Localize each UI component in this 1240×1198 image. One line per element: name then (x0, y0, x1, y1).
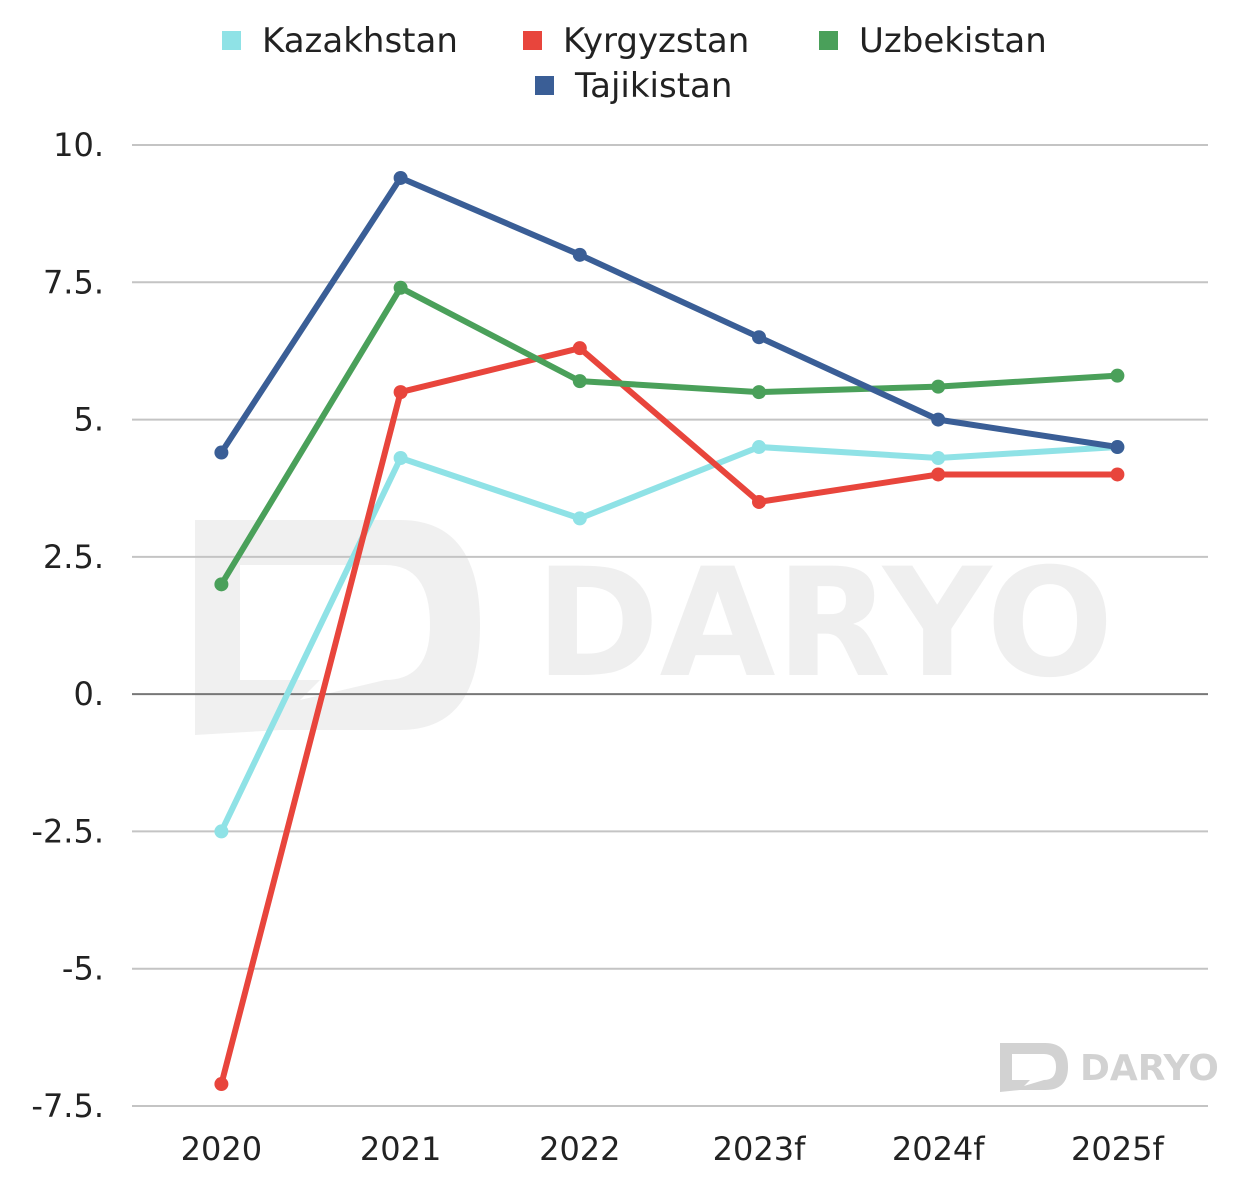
data-point-tajikistan (931, 412, 946, 427)
legend-item-tajikistan: Tajikistan (535, 66, 732, 106)
legend-swatch (222, 31, 241, 50)
legend-label: Kazakhstan (262, 21, 458, 61)
legend-swatch (535, 76, 554, 95)
data-point-kyrgyzstan (572, 341, 587, 356)
series-line-kazakhstan (218, 444, 1121, 835)
data-point-uzbekistan (393, 280, 408, 295)
y-tick-label: 7.5. (43, 263, 104, 301)
y-axis: 10. 7.5. 5. 2.5. 0. -2.5. -5. -7.5. (31, 126, 104, 1125)
y-tick-label: 10. (53, 126, 104, 164)
data-point-uzbekistan (931, 379, 946, 394)
data-point-kyrgyzstan (931, 467, 946, 482)
data-point-kazakhstan (752, 440, 766, 455)
data-point-kazakhstan (572, 511, 587, 526)
watermark-text: DARYO (535, 537, 1114, 711)
data-point-tajikistan (393, 170, 408, 185)
legend-item-uzbekistan: Uzbekistan (819, 21, 1047, 61)
watermark-small-text: DARYO (1080, 1048, 1219, 1089)
series-lines (218, 174, 1121, 1087)
watermark-d-icon (195, 520, 480, 735)
data-point-kazakhstan (931, 451, 946, 466)
legend-label: Uzbekistan (859, 21, 1047, 61)
legend-item-kazakhstan: Kazakhstan (222, 21, 458, 61)
x-tick-label: 2024f (892, 1130, 985, 1168)
y-tick-label: 5. (73, 401, 104, 439)
data-point-kyrgyzstan (214, 1077, 229, 1092)
data-point-uzbekistan (572, 374, 587, 389)
legend-label: Tajikistan (574, 66, 732, 106)
data-point-tajikistan (572, 247, 587, 262)
x-tick-label: 2020 (181, 1130, 262, 1168)
x-tick-label: 2023f (713, 1130, 806, 1168)
data-point-tajikistan (1110, 440, 1125, 455)
series-line-tajikistan (218, 174, 1121, 456)
data-point-tajikistan (214, 445, 229, 460)
data-point-uzbekistan (214, 577, 229, 592)
y-tick-label: -5. (62, 950, 104, 988)
data-point-uzbekistan (1110, 368, 1125, 383)
x-tick-label: 2025f (1071, 1130, 1164, 1168)
data-point-kazakhstan (214, 824, 229, 839)
legend-item-kyrgyzstan: Kyrgyzstan (523, 21, 749, 61)
data-point-kazakhstan (393, 451, 408, 466)
legend: Kazakhstan Kyrgyzstan Uzbekistan Tajikistan (222, 21, 1047, 106)
legend-swatch (819, 31, 838, 50)
data-point-uzbekistan (752, 385, 766, 400)
data-point-kyrgyzstan (752, 494, 766, 509)
x-tick-label: 2022 (539, 1130, 620, 1168)
watermark-logo: DARYO (195, 520, 1114, 735)
watermark-small-d-icon (1000, 1043, 1068, 1092)
data-point-kyrgyzstan (1110, 467, 1125, 482)
gridlines (132, 144, 1208, 1107)
y-tick-label: 2.5. (43, 538, 104, 576)
x-axis: 2020 2021 2022 2023f 2024f 2025f (181, 1130, 1165, 1168)
data-point-kyrgyzstan (393, 385, 408, 400)
watermark-small-logo: DARYO (1000, 1043, 1219, 1092)
series-points (214, 170, 1125, 1092)
y-tick-label: -2.5. (31, 812, 104, 850)
series-line-kyrgyzstan (218, 345, 1121, 1087)
y-tick-label: 0. (73, 675, 104, 713)
series-line-uzbekistan (218, 284, 1121, 588)
legend-label: Kyrgyzstan (563, 21, 749, 61)
legend-swatch (523, 31, 542, 50)
data-point-tajikistan (752, 330, 766, 345)
x-tick-label: 2021 (360, 1130, 441, 1168)
y-tick-label: -7.5. (31, 1087, 104, 1125)
